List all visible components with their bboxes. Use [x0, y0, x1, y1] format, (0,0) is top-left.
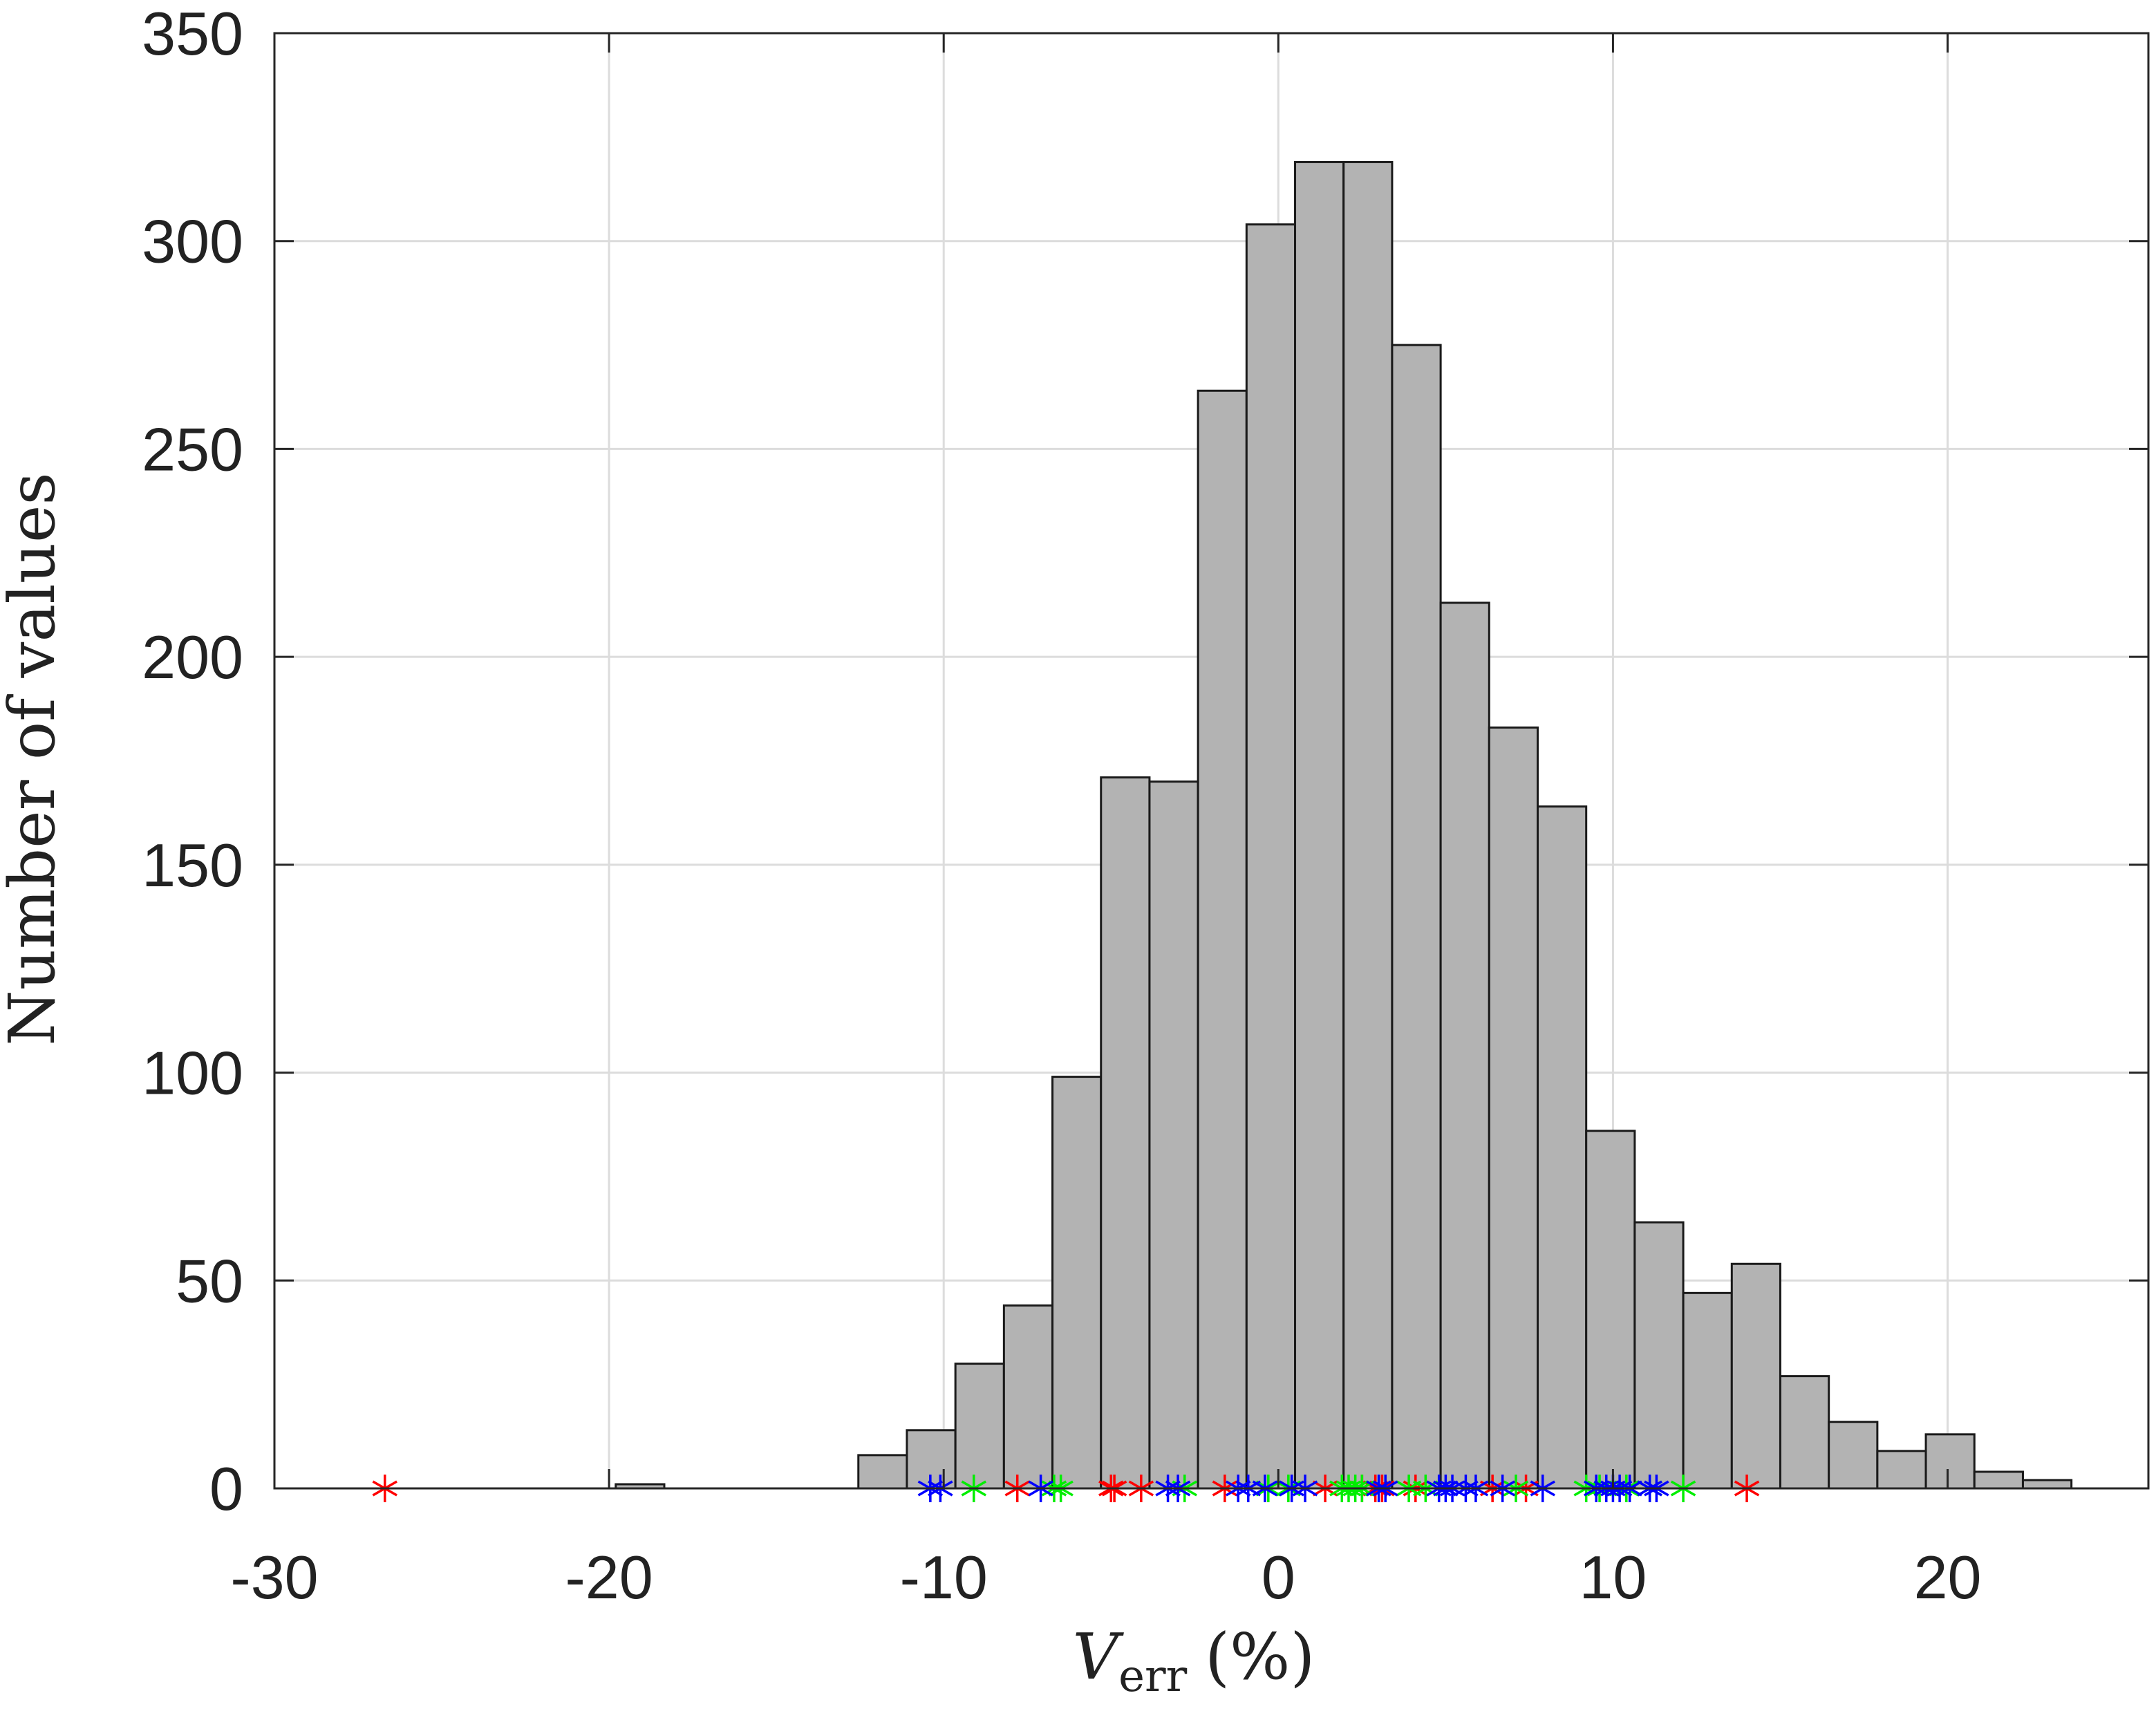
- x-tick-label: -10: [900, 1543, 988, 1611]
- x-axis-symbol: V: [1073, 1620, 1125, 1694]
- histogram-bar: [954, 1363, 1005, 1490]
- histogram-bar: [1342, 160, 1394, 1490]
- histogram-bar: [857, 1454, 908, 1490]
- y-axis-title: Number of values: [0, 472, 69, 1045]
- histogram-bar: [1294, 160, 1345, 1490]
- y-tick-label: 300: [142, 207, 243, 276]
- histogram-bar: [1100, 776, 1151, 1490]
- x-tick-labels: -30 -20 -10 0 10 20: [230, 1543, 1981, 1611]
- histogram-bar: [1973, 1470, 2024, 1490]
- histogram-bar: [1391, 344, 1442, 1490]
- x-tick-label: 10: [1579, 1543, 1647, 1611]
- histogram-bars: [615, 160, 2073, 1490]
- histogram-bar: [1682, 1291, 1733, 1490]
- histogram-bar: [1245, 223, 1297, 1490]
- histogram-bar: [1197, 389, 1248, 1490]
- histogram-bar: [1051, 1076, 1103, 1490]
- histogram-bar: [1537, 805, 1588, 1490]
- x-axis-unit: (%): [1205, 1620, 1315, 1694]
- histogram-bar: [1148, 780, 1199, 1490]
- y-tick-label: 150: [142, 831, 243, 899]
- histogram-bar: [2021, 1479, 2073, 1490]
- x-tick-label: 0: [1262, 1543, 1295, 1611]
- y-tick-label: 200: [142, 623, 243, 691]
- y-tick-label: 350: [142, 0, 243, 68]
- y-tick-label: 50: [176, 1246, 243, 1315]
- y-tick-label: 0: [209, 1455, 243, 1523]
- x-axis-title: Verr (%): [1073, 1620, 1315, 1702]
- x-axis-subscript: err: [1118, 1651, 1187, 1702]
- histogram-bar: [1488, 726, 1539, 1490]
- histogram-bar: [1002, 1304, 1054, 1490]
- x-tick-label: -20: [565, 1543, 653, 1611]
- y-tick-label: 250: [142, 415, 243, 483]
- histogram-bar: [1439, 601, 1490, 1490]
- histogram-bar: [1924, 1433, 1976, 1490]
- axis-ticks: [273, 32, 2148, 1490]
- y-tick-labels: 0 50 100 150 200 250 300 350: [142, 0, 243, 1523]
- y-tick-label: 100: [142, 1039, 243, 1107]
- x-tick-label: -30: [230, 1543, 318, 1611]
- histogram-bar: [1779, 1375, 1830, 1490]
- histogram-bar: [1730, 1262, 1781, 1490]
- x-tick-label: 20: [1914, 1543, 1982, 1611]
- histogram-bar: [1633, 1221, 1685, 1490]
- histogram-bar: [1876, 1450, 1927, 1490]
- plot-frame: [273, 32, 2150, 1490]
- histogram-bar: [1828, 1421, 1879, 1490]
- histogram-bar: [1585, 1130, 1636, 1490]
